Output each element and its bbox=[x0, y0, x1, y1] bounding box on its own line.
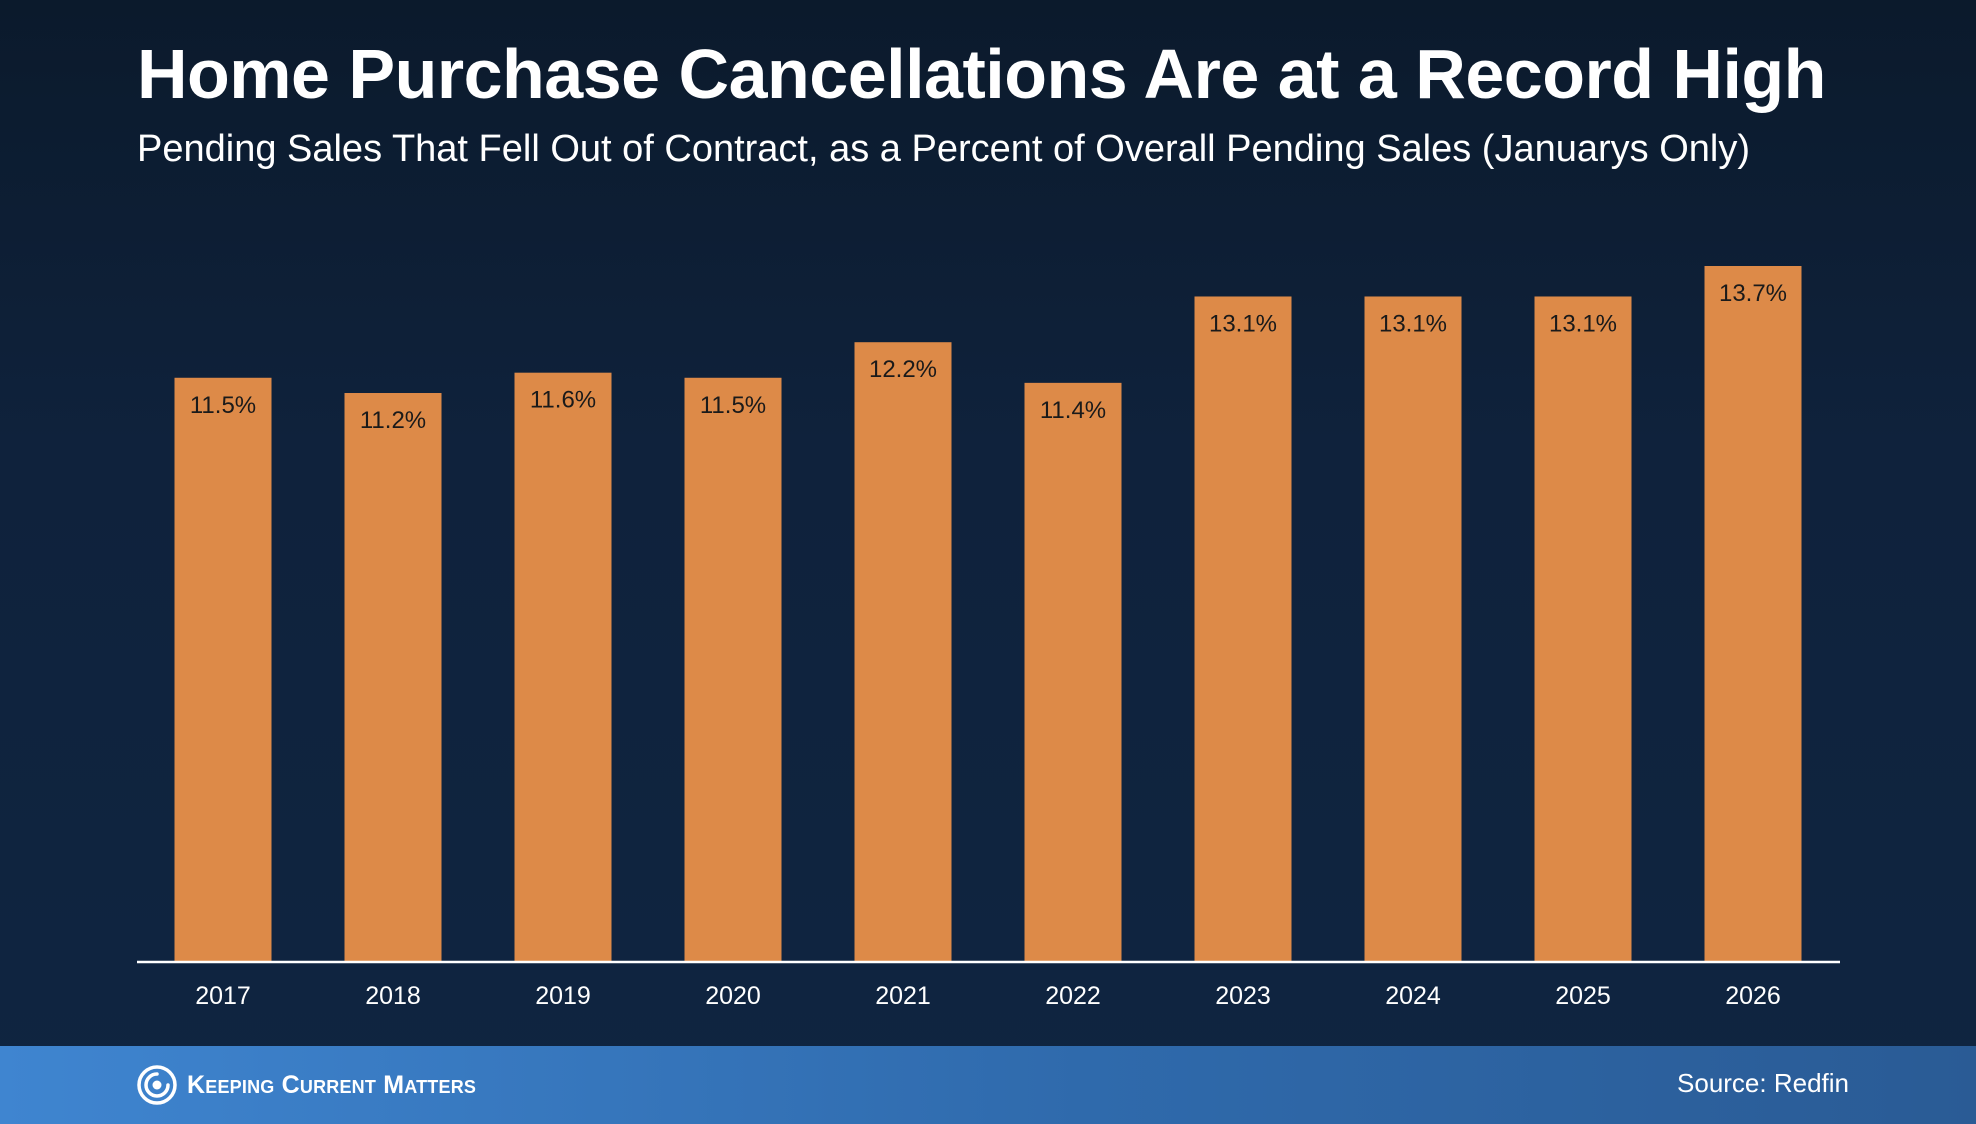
bar-2023 bbox=[1194, 296, 1292, 962]
data-label-2018: 11.2% bbox=[360, 407, 426, 434]
bar-2024 bbox=[1364, 296, 1462, 962]
data-label-2022: 11.4% bbox=[1040, 397, 1106, 424]
x-tick-label-2022: 2022 bbox=[1045, 982, 1101, 1010]
swirl-logo-icon bbox=[137, 1065, 177, 1105]
chart-title: Home Purchase Cancellations Are at a Rec… bbox=[137, 35, 1826, 113]
data-label-2021: 12.2% bbox=[869, 356, 937, 383]
bar-2020 bbox=[684, 377, 782, 962]
data-label-2023: 13.1% bbox=[1209, 310, 1277, 337]
bar-2018 bbox=[344, 393, 442, 962]
bar-2021 bbox=[854, 342, 952, 963]
data-label-2020: 11.5% bbox=[700, 392, 766, 419]
data-label-2017: 11.5% bbox=[190, 392, 256, 419]
x-tick-label-2021: 2021 bbox=[875, 982, 931, 1010]
data-label-2019: 11.6% bbox=[530, 387, 596, 414]
x-tick-label-2026: 2026 bbox=[1725, 982, 1781, 1010]
x-tick-label-2018: 2018 bbox=[365, 982, 421, 1010]
bar-2025 bbox=[1534, 296, 1632, 962]
bar-2019 bbox=[514, 372, 612, 962]
x-tick-label-2023: 2023 bbox=[1215, 982, 1271, 1010]
source-note: Source: Redfin bbox=[1677, 1068, 1849, 1098]
x-tick-label-2017: 2017 bbox=[195, 982, 251, 1010]
bar-2017 bbox=[174, 377, 272, 962]
x-tick-label-2025: 2025 bbox=[1555, 982, 1611, 1010]
bar-2026 bbox=[1704, 266, 1802, 962]
data-label-2026: 13.7% bbox=[1719, 280, 1787, 307]
data-label-2025: 13.1% bbox=[1549, 310, 1617, 337]
x-tick-label-2024: 2024 bbox=[1385, 982, 1441, 1010]
bar-chart: 11.5% 2017 11.2% 2018 11.6% 2019 11.5% 2020 12.2… bbox=[137, 266, 1840, 1010]
chart-subtitle: Pending Sales That Fell Out of Contract,… bbox=[137, 128, 1750, 170]
data-label-2024: 13.1% bbox=[1379, 310, 1447, 337]
company-logo[interactable]: Keeping Current Matters bbox=[137, 1064, 476, 1106]
footer-bar: Keeping Current Matters Source: Redfin bbox=[0, 1046, 1976, 1124]
x-tick-label-2020: 2020 bbox=[705, 982, 761, 1010]
logo-text: Keeping Current Matters bbox=[187, 1070, 477, 1099]
x-tick-label-2019: 2019 bbox=[535, 982, 591, 1010]
bar-2022 bbox=[1024, 382, 1122, 963]
